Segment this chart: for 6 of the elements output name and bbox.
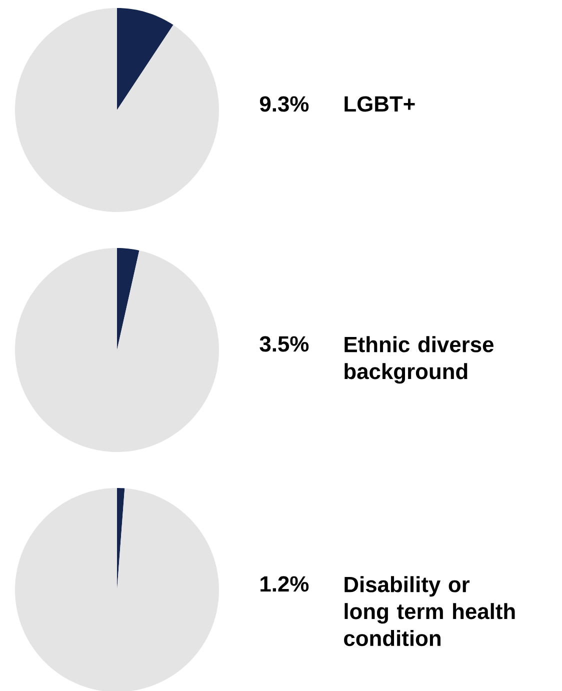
text: 3.5% xyxy=(260,336,309,352)
text: LGBT+ xyxy=(344,96,415,112)
text: Ethnic diverse background xyxy=(344,336,494,384)
text: 1.2% xyxy=(260,576,309,592)
text: 9.3% xyxy=(260,96,309,112)
text: Disability or long term health condition xyxy=(344,576,515,646)
